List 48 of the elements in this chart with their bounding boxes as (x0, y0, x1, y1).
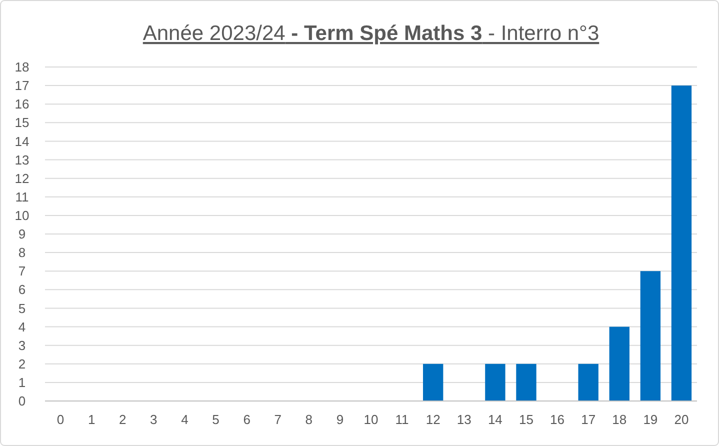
x-tick-label: 0 (56, 412, 64, 427)
y-tick-label: 16 (14, 96, 30, 112)
x-tick-label: 5 (212, 412, 220, 427)
bar (640, 271, 661, 401)
x-tick-label: 19 (643, 412, 658, 427)
bar (578, 364, 598, 401)
x-tick-label: 13 (456, 412, 472, 427)
chart-title: Année 2023/24 - Term Spé Maths 3 - Interro n°3 (142, 22, 600, 45)
y-tick-label: 8 (18, 245, 26, 260)
x-tick-label: 4 (181, 412, 188, 427)
x-tick-label: 10 (364, 412, 378, 427)
y-tick-label: 6 (18, 282, 26, 298)
bar (671, 86, 692, 401)
y-tick-label: 15 (14, 115, 30, 130)
y-tick-label: 12 (14, 170, 30, 186)
x-tick-label: 15 (519, 412, 534, 427)
y-tick-label: 11 (15, 189, 29, 204)
x-tick-label: 20 (674, 412, 689, 427)
x-tick-label: 3 (150, 412, 158, 427)
x-tick-label: 16 (550, 412, 565, 427)
y-tick-label: 10 (14, 208, 30, 223)
x-tick-label: 12 (426, 412, 440, 427)
y-tick-label: 14 (14, 134, 30, 149)
y-tick-label: 5 (18, 300, 26, 316)
y-tick-label: 3 (18, 338, 26, 353)
y-tick-label: 18 (14, 60, 30, 75)
y-tick-label: 7 (18, 264, 26, 279)
x-tick-label: 14 (488, 412, 502, 427)
x-tick-label: 2 (119, 412, 126, 427)
x-tick-label: 7 (274, 412, 282, 427)
x-tick-label: 1 (88, 412, 96, 427)
x-tick-label: 8 (305, 412, 313, 427)
x-tick-label: 11 (395, 412, 409, 427)
y-tick-label: 1 (18, 374, 26, 390)
y-tick-label: 4 (18, 319, 26, 334)
bar (516, 364, 536, 401)
y-tick-label: 13 (14, 152, 30, 168)
bar (609, 326, 630, 401)
x-tick-label: 18 (612, 412, 627, 427)
y-tick-label: 2 (18, 356, 26, 372)
y-tick-label: 0 (18, 394, 26, 409)
x-tick-label: 9 (336, 412, 344, 427)
x-tick-label: 17 (581, 412, 596, 427)
x-tick-label: 6 (243, 412, 250, 427)
y-tick-label: 9 (18, 226, 26, 242)
bar (423, 364, 444, 401)
y-tick-label: 17 (14, 78, 30, 94)
bar (485, 364, 506, 401)
